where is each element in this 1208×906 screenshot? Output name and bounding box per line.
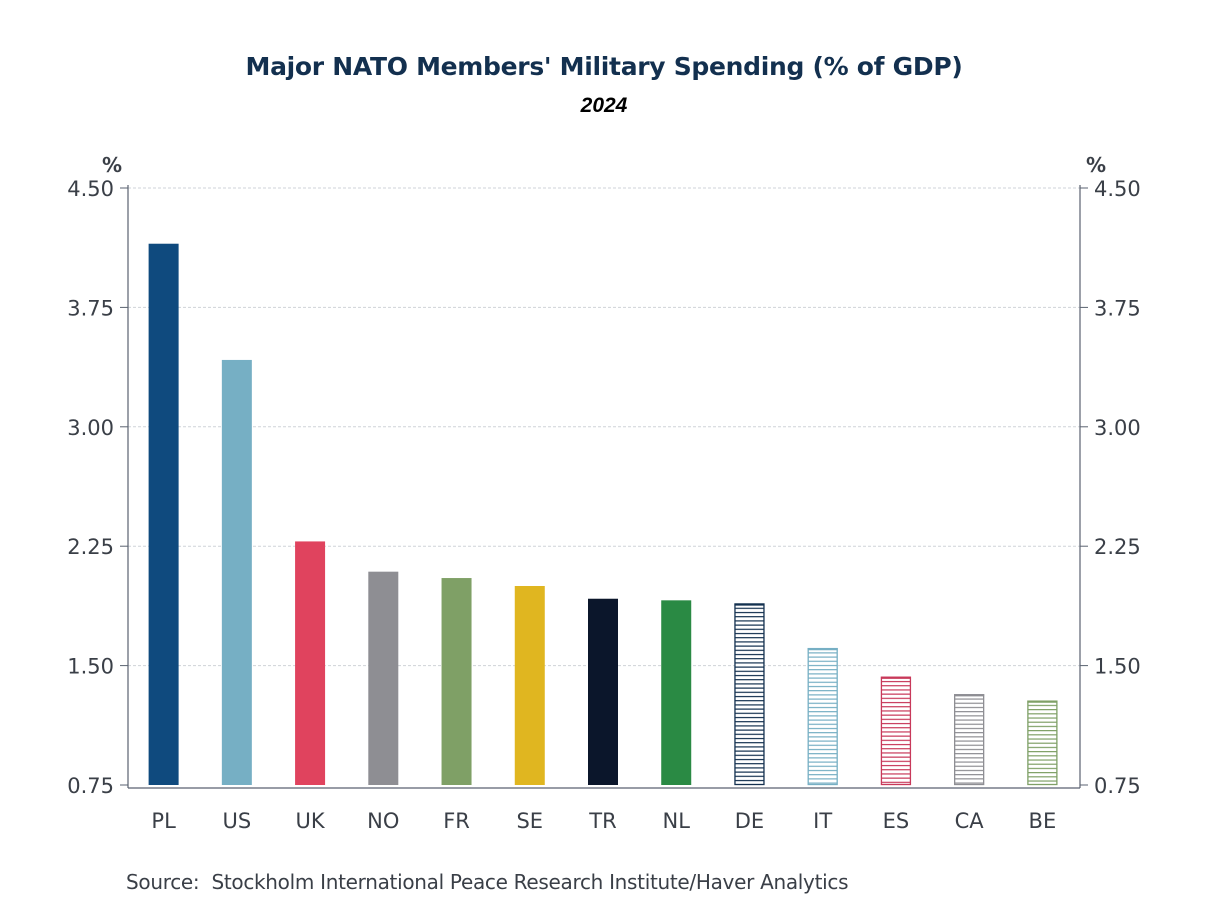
y-tick-label-left: 2.25 (67, 535, 114, 559)
x-tick-label-nl: NL (663, 809, 691, 833)
bar-no (368, 571, 399, 785)
x-tick-label-us: US (222, 809, 251, 833)
chart-subtitle: 2024 (580, 94, 628, 117)
source-note: Source: Stockholm International Peace Re… (126, 870, 849, 894)
x-tick-label-tr: TR (588, 809, 616, 833)
x-tick-label-it: IT (813, 809, 832, 833)
x-tick-label-se: SE (516, 809, 543, 833)
y-axis-unit-left: % (102, 153, 122, 177)
y-tick-label-right: 1.50 (1094, 655, 1141, 679)
axes (120, 185, 1088, 789)
y-tick-label-left: 3.75 (67, 296, 114, 320)
bars (148, 243, 1058, 786)
bar-it (807, 647, 838, 786)
bar-pl (148, 243, 179, 786)
tick-labels: 0.75 0.75 1.50 1.50 2.25 2.25 3.00 3.00 3.75 3.75… (67, 177, 1141, 798)
bar-uk (295, 541, 326, 785)
y-tick-label-left: 3.00 (67, 416, 114, 440)
bar-us (221, 359, 252, 785)
x-tick-label-no: NO (367, 809, 399, 833)
x-tick-label-ca: CA (955, 809, 985, 833)
y-tick-label-right: 3.00 (1094, 416, 1141, 440)
bar-fr (441, 578, 472, 785)
bar-ca (954, 694, 985, 786)
y-tick-label-right: 3.75 (1094, 296, 1141, 320)
bar-se (514, 586, 545, 785)
x-tick-label-de: DE (735, 809, 764, 833)
bar-es (880, 676, 912, 786)
bar-nl (661, 600, 692, 785)
chart-title: Major NATO Members' Military Spending (%… (245, 52, 963, 81)
x-tick-label-es: ES (883, 809, 910, 833)
x-tick-label-pl: PL (151, 809, 176, 833)
y-tick-label-left: 1.50 (67, 655, 114, 679)
x-tick-label-uk: UK (295, 809, 325, 833)
gridlines (128, 187, 1080, 667)
bar-be (1027, 700, 1058, 786)
y-tick-label-left: 0.75 (67, 774, 114, 798)
y-axis-unit-right: % (1086, 153, 1106, 177)
x-tick-label-fr: FR (443, 809, 470, 833)
y-tick-label-right: 0.75 (1094, 774, 1141, 798)
bar-de (734, 603, 765, 786)
category-labels: PL US UK NO FR SE TR NL DE IT ES CA BE (151, 809, 1056, 833)
bar-tr (588, 598, 618, 785)
y-tick-label-right: 2.25 (1094, 535, 1141, 559)
x-tick-label-be: BE (1029, 809, 1057, 833)
y-tick-label-left: 4.50 (67, 177, 114, 201)
y-tick-label-right: 4.50 (1094, 177, 1141, 201)
